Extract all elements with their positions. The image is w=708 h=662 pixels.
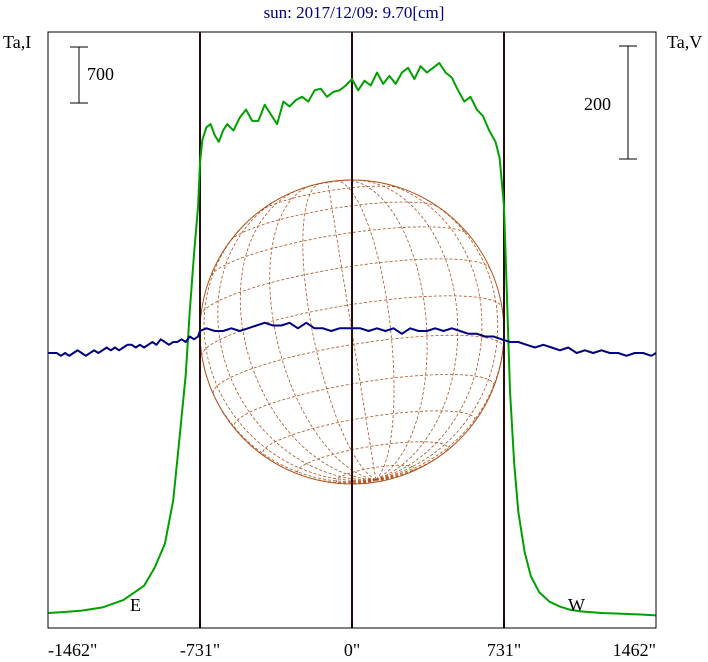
latitude-line [230, 201, 439, 241]
x-ticks: -1462" -731" 0" 731" 1462" [47, 620, 657, 660]
longitude-line [293, 471, 376, 484]
latitude-line [300, 179, 356, 190]
latitude-line [233, 374, 495, 430]
latitude-line [260, 185, 401, 211]
scale-bar-label: 200 [584, 94, 611, 114]
x-tick-label: 0" [344, 640, 360, 660]
longitude-line [269, 184, 376, 480]
series-line-polarization [48, 321, 657, 357]
scale-bar-label: 700 [87, 64, 114, 84]
right-axis-label: Ta,V [667, 32, 702, 52]
longitude-line [375, 476, 399, 480]
latitude-line [210, 226, 469, 276]
latitude-line [262, 410, 476, 457]
longitude-line [375, 181, 483, 480]
latitude-line [201, 295, 503, 357]
x-tick-label: -1462" [48, 640, 97, 660]
left-axis-label: Ta,I [3, 32, 31, 52]
longitude-line [302, 183, 376, 480]
longitude-line [201, 356, 376, 483]
longitude-line [355, 179, 459, 480]
longitude-line [335, 180, 395, 480]
longitude-line [375, 479, 383, 482]
longitude-line [353, 479, 376, 485]
longitude-line [203, 221, 376, 481]
limb-label-west: W [568, 595, 585, 615]
x-tick-label: 731" [487, 640, 521, 660]
chart-title: sun: 2017/12/09: 9.70[cm] [264, 3, 445, 22]
x-tick-label: -731" [180, 640, 220, 660]
latitude-line [297, 441, 449, 476]
latitude-line [212, 334, 504, 394]
longitude-line [375, 307, 505, 480]
longitude-line [375, 194, 499, 480]
limb-label-east: E [130, 595, 141, 615]
longitude-line [343, 179, 428, 480]
scale-bars: 700 200 [70, 45, 637, 160]
longitude-line [327, 181, 377, 480]
longitude-line [375, 446, 452, 480]
longitude-line [239, 188, 376, 480]
longitude-line [217, 196, 376, 481]
latitude-line [200, 258, 491, 316]
series-layer [47, 62, 657, 617]
series-line-intensity [47, 62, 657, 617]
x-tick-label: 1462" [613, 640, 656, 660]
